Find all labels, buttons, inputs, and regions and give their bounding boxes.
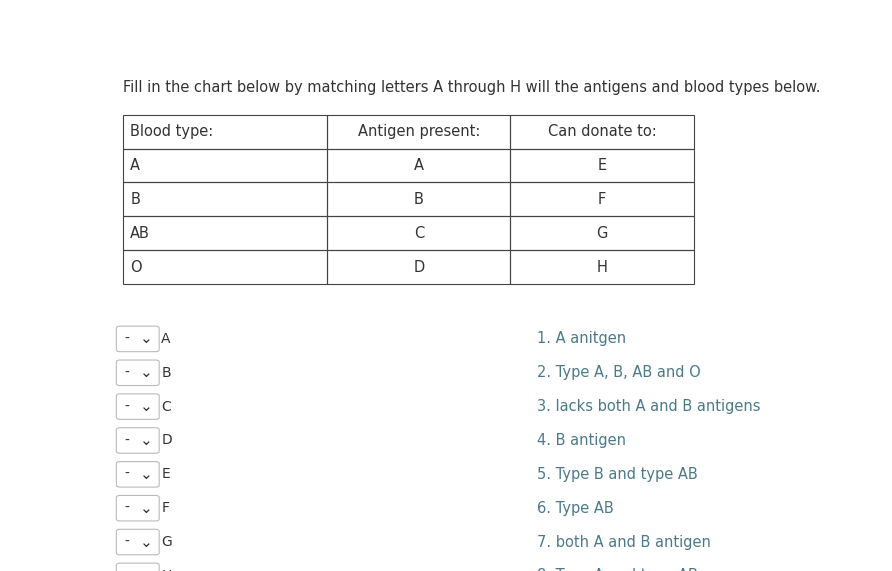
Bar	[327, 148, 510, 182]
Text: ⌄: ⌄	[140, 331, 153, 347]
Text: -: -	[125, 332, 129, 346]
Text: -: -	[125, 433, 129, 448]
Bar	[123, 115, 327, 148]
Text: ⌄: ⌄	[140, 433, 153, 448]
Text: A: A	[161, 332, 170, 346]
Text: D: D	[161, 433, 172, 448]
Text: E: E	[598, 158, 607, 173]
Text: B: B	[414, 192, 424, 207]
Text: ⌄: ⌄	[140, 501, 153, 516]
Bar	[510, 148, 694, 182]
Text: 6. Type AB: 6. Type AB	[537, 501, 614, 516]
Text: 2. Type A, B, AB and O: 2. Type A, B, AB and O	[537, 365, 700, 380]
Text: H: H	[161, 569, 171, 571]
Bar	[123, 250, 327, 284]
Text: ⌄: ⌄	[140, 399, 153, 414]
Text: D: D	[413, 260, 425, 275]
Bar	[327, 115, 510, 148]
Text: -: -	[125, 535, 129, 549]
Bar	[123, 148, 327, 182]
Bar	[123, 182, 327, 216]
Text: ⌄: ⌄	[140, 568, 153, 571]
Text: G: G	[596, 226, 607, 240]
Text: C: C	[414, 226, 424, 240]
Bar	[327, 216, 510, 250]
Text: -: -	[125, 400, 129, 413]
Text: 7. both A and B antigen: 7. both A and B antigen	[537, 534, 711, 549]
Text: ⌄: ⌄	[140, 365, 153, 380]
Bar	[510, 250, 694, 284]
Text: A: A	[130, 158, 140, 173]
Text: 3. lacks both A and B antigens: 3. lacks both A and B antigens	[537, 399, 760, 414]
Text: ⌄: ⌄	[140, 467, 153, 482]
Text: Fill in the chart below by matching letters A through H will the antigens and bl: Fill in the chart below by matching lett…	[123, 79, 821, 95]
Text: O: O	[130, 260, 142, 275]
Text: 1. A anitgen: 1. A anitgen	[537, 331, 626, 347]
Text: ⌄: ⌄	[140, 534, 153, 549]
Text: -: -	[125, 501, 129, 515]
Text: Can donate to:: Can donate to:	[548, 124, 657, 139]
Text: F: F	[161, 501, 169, 515]
Bar	[123, 216, 327, 250]
Bar	[510, 182, 694, 216]
Text: C: C	[161, 400, 171, 413]
Bar	[510, 216, 694, 250]
Text: B: B	[161, 366, 171, 380]
Text: 5. Type B and type AB: 5. Type B and type AB	[537, 467, 698, 482]
Text: A: A	[414, 158, 424, 173]
Text: E: E	[161, 467, 170, 481]
Bar	[510, 115, 694, 148]
Text: Blood type:: Blood type:	[130, 124, 213, 139]
Bar	[327, 250, 510, 284]
Text: -: -	[125, 569, 129, 571]
Text: 8. Type A and type AB: 8. Type A and type AB	[537, 568, 698, 571]
Text: H: H	[597, 260, 607, 275]
Text: -: -	[125, 366, 129, 380]
Text: B: B	[130, 192, 140, 207]
Text: F: F	[598, 192, 606, 207]
Text: -: -	[125, 467, 129, 481]
Text: G: G	[161, 535, 172, 549]
Text: 4. B antigen: 4. B antigen	[537, 433, 625, 448]
Bar	[327, 182, 510, 216]
Text: Antigen present:: Antigen present:	[358, 124, 480, 139]
Text: AB: AB	[130, 226, 150, 240]
